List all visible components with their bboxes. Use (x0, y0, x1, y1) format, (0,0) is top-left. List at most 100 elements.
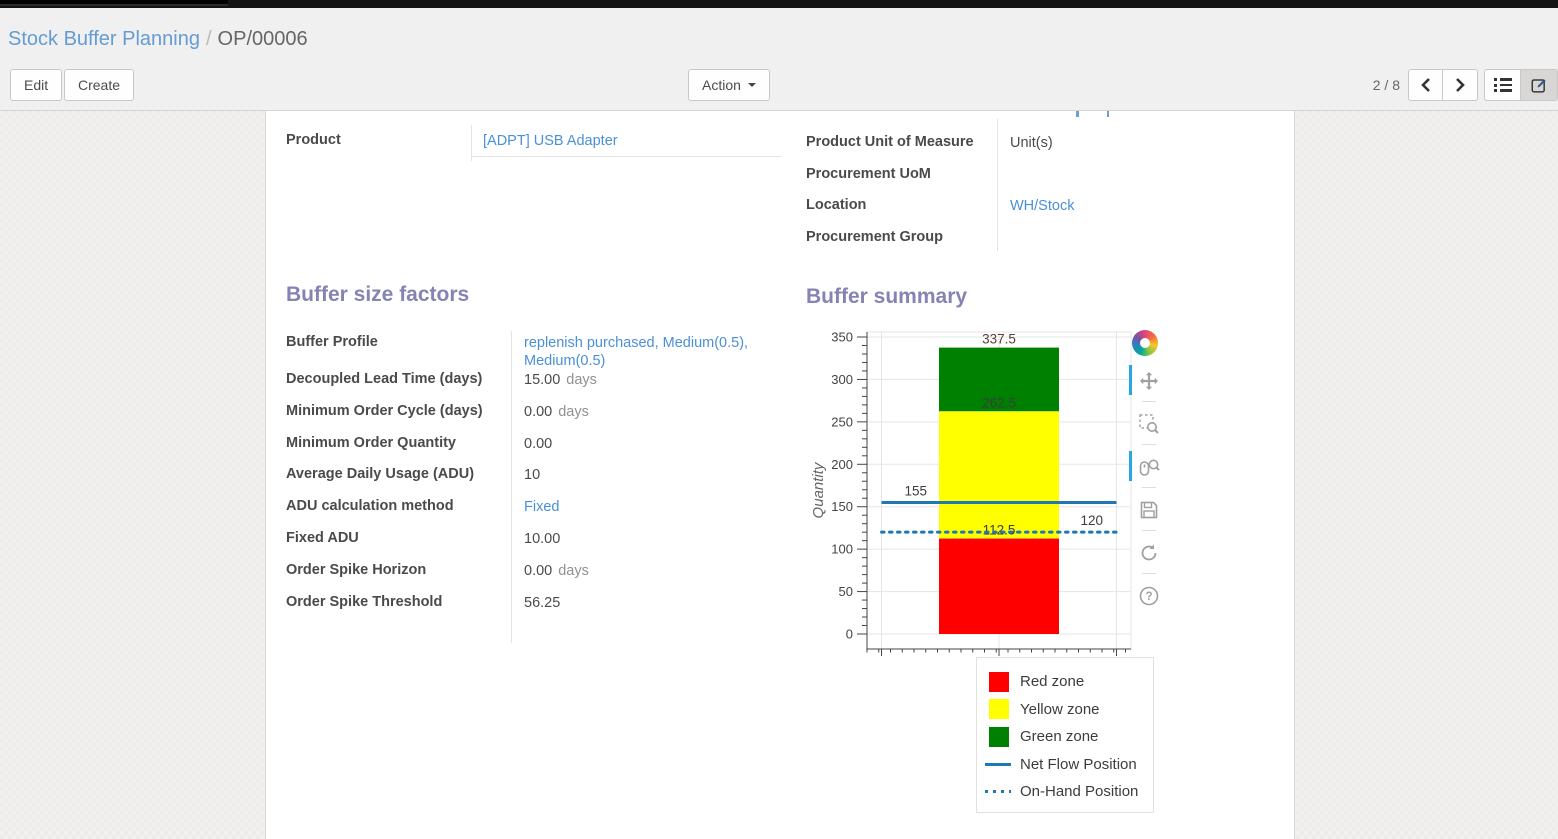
toolbar-divider (1142, 444, 1156, 445)
field-value: 56.25 (524, 594, 561, 611)
breadcrumb: Stock Buffer Planning / OP/00006 (8, 28, 308, 51)
field-row: Minimum Order Quantity 0.00 (286, 434, 786, 466)
wheel-zoom-tool-button[interactable] (1129, 450, 1166, 484)
control-panel: Edit Create Action 2 / 8 (0, 60, 1558, 111)
section-title-buffer-size-factors: Buffer size factors (286, 283, 470, 306)
form-background: Product [ADPT] USB Adapter Product Unit o… (0, 111, 1558, 839)
zone-value-label: 262.5 (982, 395, 1016, 410)
field-value-link[interactable]: WH/Stock (1010, 198, 1075, 214)
pager-previous-button[interactable] (1408, 69, 1443, 101)
view-switcher (1484, 69, 1558, 101)
edit-button[interactable]: Edit (10, 69, 63, 101)
field-value-link[interactable]: replenish purchased, Medium(0.5), Medium… (524, 335, 749, 369)
legend-label: Green zone (1020, 728, 1099, 746)
reset-tool-button[interactable] (1132, 536, 1166, 570)
create-button[interactable]: Create (64, 69, 135, 101)
top-system-bar (0, 0, 1558, 8)
field-row: Buffer Profile replenish purchased, Mediu… (286, 333, 786, 370)
save-tool-button[interactable] (1132, 493, 1166, 527)
buffer-summary-chart[interactable]: 0 50 100 150 200 250 300 350 Quantity 112.5 262.5 3… (806, 311, 1151, 659)
field-value-cell: [ADPT] USB Adapter (471, 131, 781, 157)
legend-item: Green zone (989, 723, 1153, 751)
field-row: ADU calculation method Fixed (286, 497, 786, 529)
pan-icon (1140, 372, 1158, 390)
field-row: Procurement Group (806, 228, 1288, 260)
help-tool-button[interactable]: ? (1132, 579, 1166, 613)
field-label: Order Spike Threshold (286, 593, 443, 610)
legend-label: Red zone (1020, 673, 1085, 691)
legend-swatch-box (989, 726, 1009, 747)
field-value-cell: Fixed (512, 497, 768, 516)
field-value-cell (998, 228, 1278, 229)
on-hand-value-label: 120 (1080, 513, 1103, 528)
action-dropdown-button[interactable]: Action (688, 69, 770, 101)
bokeh-logo-icon[interactable] (1132, 330, 1158, 356)
green-zone-bar (939, 347, 1059, 412)
edit-form-icon (1531, 78, 1546, 93)
field-value-cell (998, 165, 1278, 166)
chevron-right-icon (1456, 78, 1465, 92)
wheel-zoom-icon (1139, 459, 1160, 476)
field-value-cell: 10 (512, 465, 768, 484)
legend-item: Red zone (989, 668, 1153, 696)
y-tick-label: 100 (831, 542, 853, 557)
field-value-cell: Unit(s) (998, 133, 1278, 152)
field-label: Product (286, 132, 341, 148)
reset-icon (1141, 544, 1157, 561)
field-value-link[interactable]: [ADPT] USB Adapter (483, 133, 618, 149)
field-value-link[interactable]: Fixed (524, 499, 560, 516)
caret-down-icon (747, 83, 756, 87)
field-label: Procurement Group (806, 228, 943, 245)
field-value-cell: 15.00 days (512, 370, 768, 389)
y-tick-label: 50 (839, 584, 853, 599)
toolbar-divider (1142, 573, 1156, 574)
form-view-button[interactable] (1521, 69, 1558, 101)
pager-next-button[interactable] (1443, 69, 1478, 101)
form-sheet: Product [ADPT] USB Adapter Product Unit o… (265, 111, 1295, 839)
field-value: Unit(s) (1010, 135, 1053, 151)
field-value: 15.00 (524, 372, 561, 388)
field-row: Product [ADPT] USB Adapter (286, 131, 786, 163)
field-value: 0.00 (524, 403, 553, 420)
field-unit-suffix: days (558, 403, 589, 420)
legend-item: Yellow zone (989, 696, 1153, 724)
list-icon (1493, 78, 1512, 92)
breadcrumb-bar: Stock Buffer Planning / OP/00006 (0, 8, 1558, 60)
chart-legend: Red zone Yellow zone Green zone Net Flow Po… (976, 657, 1154, 813)
chart-toolbar: ? (1129, 330, 1166, 616)
field-label: Buffer Profile (286, 334, 378, 350)
pan-tool-button[interactable] (1129, 364, 1166, 398)
field-label: Order Spike Horizon (286, 561, 427, 578)
zone-value-label: 112.5 (983, 523, 1016, 538)
help-icon: ? (1139, 586, 1159, 606)
box-zoom-tool-button[interactable] (1132, 407, 1166, 441)
save-icon (1140, 501, 1158, 519)
field-row: Location WH/Stock (806, 196, 1288, 228)
legend-item: On-Hand Position (985, 778, 1153, 806)
net-flow-value-label: 155 (905, 483, 928, 498)
y-tick-label: 300 (831, 372, 853, 387)
field-value: 0.00 (524, 435, 553, 452)
field-label: Product Unit of Measure (806, 134, 974, 150)
y-tick-label: 200 (831, 457, 853, 472)
buffer-size-factors-group: Buffer Profile replenish purchased, Mediu… (286, 333, 786, 624)
breadcrumb-current: OP/00006 (217, 28, 308, 50)
pager-nav-group (1408, 69, 1478, 101)
list-view-button[interactable] (1484, 69, 1521, 101)
yellow-zone-bar (939, 411, 1059, 539)
field-value-cell: 56.25 (512, 593, 768, 612)
field-row: Procurement UoM (806, 165, 1288, 197)
field-label: ADU calculation method (286, 498, 454, 515)
y-tick-label: 250 (831, 414, 853, 429)
field-unit-suffix: days (566, 372, 597, 388)
y-tick-label: 0 (846, 627, 853, 642)
field-row: Order Spike Threshold 56.25 (286, 593, 786, 625)
field-label: Minimum Order Quantity (286, 434, 456, 451)
breadcrumb-parent-link[interactable]: Stock Buffer Planning (8, 28, 200, 50)
section-title-buffer-summary: Buffer summary (806, 285, 968, 308)
field-unit-suffix: days (558, 562, 589, 579)
field-value-cell: 0.00 days (512, 561, 768, 580)
field-value-cell: 0.00 (512, 434, 768, 453)
field-label: Procurement UoM (806, 165, 931, 182)
field-row: Minimum Order Cycle (days) 0.00 days (286, 402, 786, 434)
